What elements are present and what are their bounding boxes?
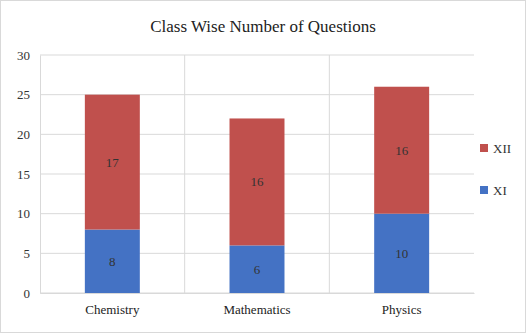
chart-title: Class Wise Number of Questions [150,17,376,36]
legend: XII XI [480,141,511,198]
y-tick-label: 30 [17,48,30,63]
data-label: 16 [251,174,265,189]
y-tick: 20 [17,127,40,142]
y-tick-label: 0 [24,286,31,301]
bar-segment [230,118,285,245]
bars [85,87,429,293]
data-label: 8 [109,254,116,269]
legend-item: XI [480,183,507,198]
y-tick: 0 [24,286,41,301]
data-label: 17 [106,155,120,170]
x-tick: Physics [382,293,422,317]
bar-segment [374,87,429,214]
y-tick: 10 [17,206,40,221]
y-tick-label: 5 [24,246,31,261]
y-tick: 25 [17,87,40,102]
y-tick-label: 25 [17,87,30,102]
bar-segment [230,245,285,293]
legend-label: XI [493,183,507,198]
x-tick-label: Mathematics [223,302,290,317]
y-tick-label: 20 [17,127,30,142]
legend-item: XII [480,141,511,156]
y-tick-label: 10 [17,206,30,221]
data-labels: 8 6 10 17 16 16 [106,143,409,277]
data-label: 6 [254,262,261,277]
x-tick-label: Physics [382,302,422,317]
x-axis: Chemistry Mathematics Physics [41,293,475,317]
bar-segment [374,214,429,293]
x-axis-line [41,293,475,294]
y-tick: 30 [17,48,40,63]
y-axis-line [40,56,41,294]
x-tick-label: Chemistry [85,302,140,317]
grid-line [40,55,474,56]
chart-frame [1,1,526,333]
y-tick: 15 [17,167,40,182]
legend-label: XII [493,141,511,156]
legend-swatch [480,186,488,194]
grid [40,55,474,293]
y-tick: 5 [24,246,41,261]
x-tick: Chemistry [85,293,140,317]
bar-segment [85,95,140,230]
bar-segment [85,230,140,293]
chart: Class Wise Number of Questions 0 5 10 15 20 25… [0,0,526,333]
x-tick: Mathematics [223,293,290,317]
data-label: 10 [395,246,408,261]
y-tick-label: 15 [17,167,30,182]
data-label: 16 [395,143,409,158]
y-axis: 0 5 10 15 20 25 30 [17,48,41,301]
legend-swatch [480,144,488,152]
plot: 0 5 10 15 20 25 30 Chemistry Mathematics Physics 8… [17,48,475,318]
